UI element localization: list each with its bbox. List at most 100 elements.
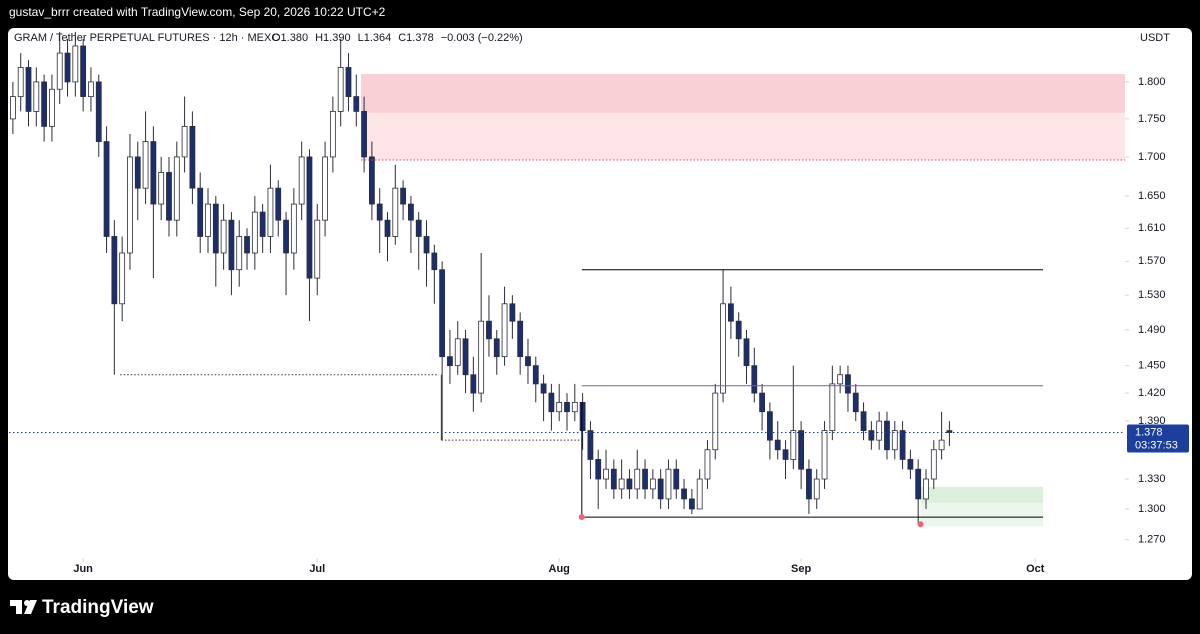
candle-body	[478, 320, 485, 394]
candle-body	[595, 459, 602, 480]
y-tick-label: 1.330	[1138, 473, 1166, 485]
candle-body	[579, 401, 586, 431]
candle-body	[610, 468, 617, 490]
candle-body	[688, 498, 695, 510]
zone	[920, 486, 1044, 503]
candle-body	[790, 430, 797, 460]
currency: USDT	[1140, 32, 1170, 44]
y-tick-label: 1.610	[1138, 222, 1166, 234]
candle-body	[150, 141, 157, 205]
candle-body	[353, 96, 360, 112]
y-tick-label: 1.270	[1138, 534, 1166, 546]
zone	[360, 112, 1125, 161]
candle-body	[275, 187, 282, 221]
x-tick-label: Aug	[549, 563, 570, 575]
candle-body	[665, 468, 672, 500]
candle-body	[532, 365, 539, 385]
candle-body	[891, 430, 898, 451]
brand: TradingView	[42, 597, 154, 618]
plot	[10, 31, 1125, 528]
candle-body	[907, 459, 914, 470]
candle-body	[720, 303, 726, 394]
candle-body	[56, 52, 63, 90]
candle-body	[251, 211, 258, 254]
candle-body	[80, 45, 87, 97]
candle-body	[618, 478, 625, 490]
y-tick-label: 1.750	[1138, 113, 1166, 125]
candle-body	[525, 356, 531, 367]
candle-body	[384, 219, 391, 237]
candle-body	[806, 468, 812, 500]
marker-dot	[917, 521, 924, 528]
symbol: GRAM / Tether PERPETUAL FUTURES · 12h · …	[14, 32, 279, 44]
candle-body	[696, 478, 703, 510]
candle-body	[884, 420, 890, 451]
candle-body	[571, 401, 578, 413]
candle-body	[283, 219, 289, 254]
candle-body	[368, 156, 375, 205]
candle-body	[49, 88, 55, 127]
candle-body	[244, 236, 250, 254]
y-tick-label: 1.800	[1138, 76, 1166, 88]
candle-body	[774, 439, 781, 451]
candle-body	[337, 67, 344, 112]
candle-body	[423, 236, 430, 254]
candle-body	[634, 468, 641, 490]
candle-body	[322, 156, 328, 221]
candle-body	[111, 236, 118, 305]
candle-body	[486, 320, 492, 340]
candle-body	[415, 219, 422, 237]
candle-body	[587, 430, 594, 460]
candle-body	[392, 187, 399, 237]
candle-body	[376, 203, 383, 221]
candle-body	[298, 156, 305, 205]
candle-body	[470, 374, 477, 394]
countdown: 03:37:53	[1135, 439, 1178, 451]
candle-body	[782, 449, 789, 460]
ohlc-label: −0.003 (−0.22%)	[441, 32, 523, 44]
candle-body	[127, 156, 133, 254]
candle-body	[212, 203, 219, 254]
candle-body	[345, 67, 352, 97]
candle-body	[923, 478, 929, 500]
candle-body	[95, 81, 102, 142]
candle-body	[408, 203, 414, 221]
candle-body	[236, 236, 243, 271]
candle-body	[197, 187, 204, 237]
ohlc-label: C1.378	[398, 32, 433, 44]
candle-body	[259, 211, 266, 237]
x-tick-label: Oct	[1026, 563, 1045, 575]
candle-body	[556, 401, 563, 413]
ohlc-label: L1.364	[358, 32, 392, 44]
candle-body	[17, 67, 24, 97]
candle-body	[306, 156, 313, 279]
candle-body	[462, 338, 469, 376]
y-tick-label: 1.390	[1138, 415, 1166, 427]
candle-body	[673, 468, 680, 490]
zone	[360, 73, 1125, 113]
candle-body	[540, 383, 547, 394]
candle-body	[642, 468, 648, 490]
candle-body	[712, 392, 719, 451]
candle-body	[930, 449, 937, 480]
y-tick-label: 1.420	[1138, 387, 1166, 399]
brand-logo	[10, 600, 37, 614]
y-tick-label: 1.570	[1138, 255, 1166, 267]
candle-body	[868, 430, 875, 441]
candle-body	[837, 374, 844, 385]
candle-body	[509, 303, 516, 322]
candle-body	[119, 252, 126, 305]
candle-body	[767, 411, 773, 441]
candle-body	[134, 156, 141, 189]
candle-body	[899, 430, 906, 460]
candle-body	[743, 338, 750, 367]
candle-body	[821, 430, 828, 480]
candle-body	[454, 338, 461, 367]
candle-body	[88, 81, 94, 97]
candle-body	[189, 126, 196, 189]
marker-dot	[578, 514, 585, 521]
candle-body	[938, 439, 945, 451]
ohlc-label: H1.390	[315, 32, 350, 44]
